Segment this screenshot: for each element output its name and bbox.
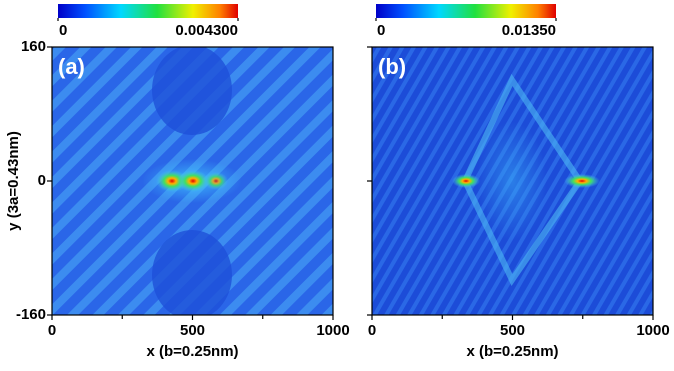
x-tick-label: 500 [500,322,525,339]
y-axis-label: y (3a=0.43nm) [5,131,22,231]
colorbar-tick-label: 0 [377,22,385,39]
colorbar [58,4,238,18]
heatmap-image [52,47,333,315]
colorbar-tick-label: 0.01350 [502,22,556,39]
colorbar [376,4,556,18]
colorbar-tick-label: 0 [59,22,67,39]
colorbar-tick-label: 0.004300 [175,22,238,39]
panel-label: (a) [58,54,85,79]
y-tick-label: 0 [38,172,46,189]
x-tick-label: 500 [180,322,205,339]
y-tick-label: -160 [16,306,46,323]
x-axis-label: x (b=0.25nm) [146,343,238,360]
x-tick-label: 0 [368,322,376,339]
heatmap-image [372,47,653,315]
x-tick-label: 1000 [316,322,349,339]
panel-label: (b) [378,54,406,79]
x-axis-label: x (b=0.25nm) [466,343,558,360]
x-tick-label: 0 [48,322,56,339]
y-tick-label: 160 [21,38,46,55]
x-tick-label: 1000 [636,322,669,339]
